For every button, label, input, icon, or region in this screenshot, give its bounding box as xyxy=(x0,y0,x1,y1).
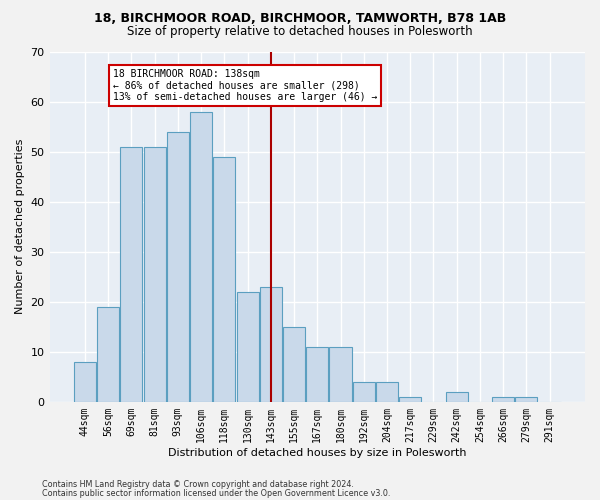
Bar xyxy=(329,347,352,402)
X-axis label: Distribution of detached houses by size in Polesworth: Distribution of detached houses by size … xyxy=(168,448,467,458)
Y-axis label: Number of detached properties: Number of detached properties xyxy=(15,139,25,314)
Bar xyxy=(399,397,421,402)
Bar xyxy=(492,397,514,402)
Bar xyxy=(97,306,119,402)
Bar xyxy=(283,327,305,402)
Bar xyxy=(353,382,375,402)
Text: 18, BIRCHMOOR ROAD, BIRCHMOOR, TAMWORTH, B78 1AB: 18, BIRCHMOOR ROAD, BIRCHMOOR, TAMWORTH,… xyxy=(94,12,506,26)
Text: 18 BIRCHMOOR ROAD: 138sqm
← 86% of detached houses are smaller (298)
13% of semi: 18 BIRCHMOOR ROAD: 138sqm ← 86% of detac… xyxy=(113,69,377,102)
Bar xyxy=(515,397,538,402)
Bar xyxy=(306,347,328,402)
Bar xyxy=(74,362,96,402)
Bar xyxy=(376,382,398,402)
Text: Contains public sector information licensed under the Open Government Licence v3: Contains public sector information licen… xyxy=(42,489,391,498)
Bar xyxy=(167,132,189,402)
Bar xyxy=(143,146,166,402)
Text: Contains HM Land Registry data © Crown copyright and database right 2024.: Contains HM Land Registry data © Crown c… xyxy=(42,480,354,489)
Bar xyxy=(213,156,235,402)
Bar xyxy=(446,392,468,402)
Bar xyxy=(236,292,259,402)
Text: Size of property relative to detached houses in Polesworth: Size of property relative to detached ho… xyxy=(127,25,473,38)
Bar xyxy=(260,286,282,402)
Bar xyxy=(121,146,142,402)
Bar xyxy=(190,112,212,402)
